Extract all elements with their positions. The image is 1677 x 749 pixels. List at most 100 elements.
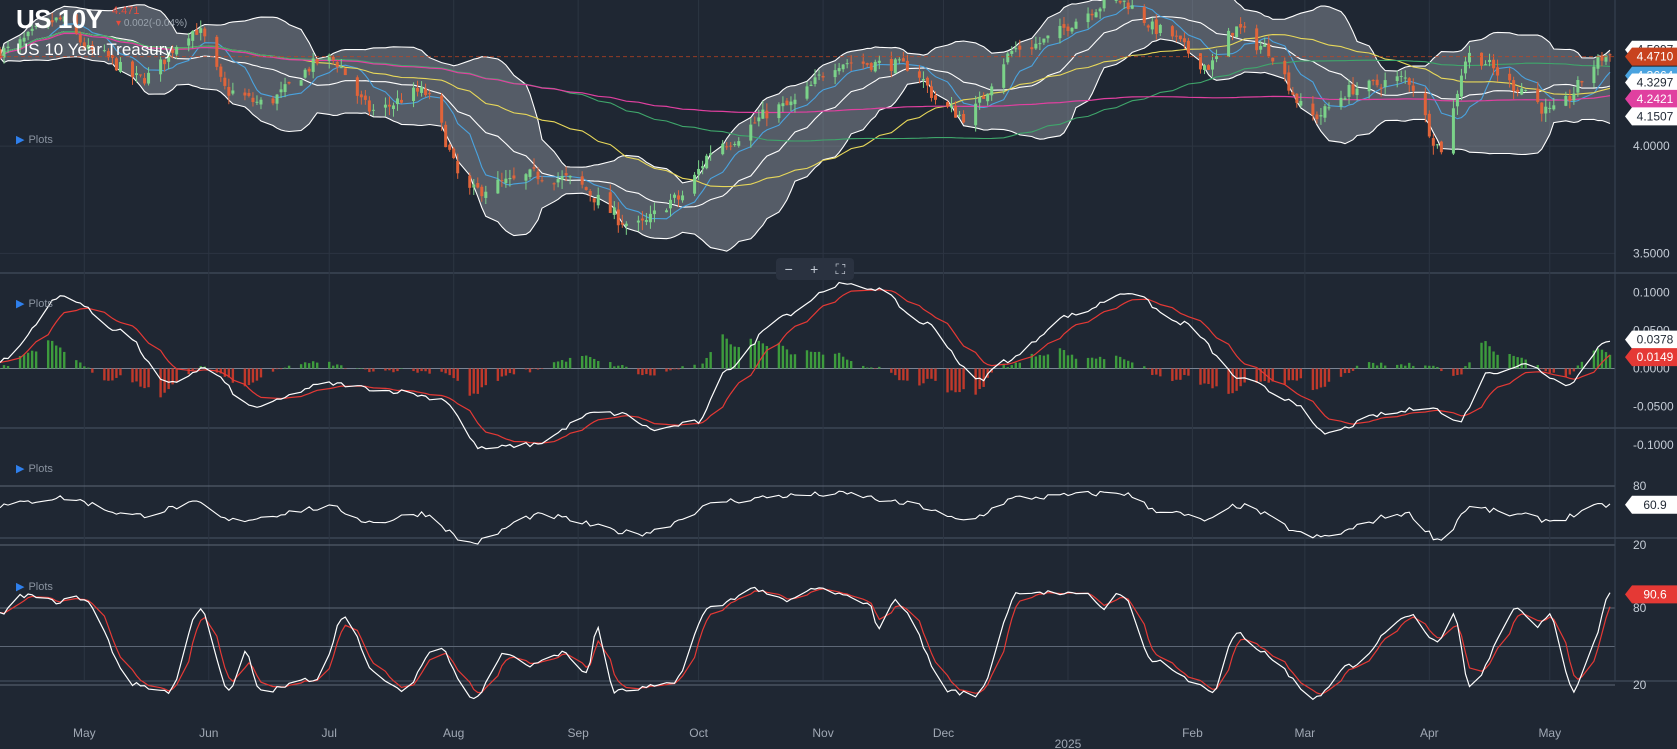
candle-body xyxy=(1158,24,1162,34)
candle-body xyxy=(1355,88,1359,96)
macd-bar xyxy=(1311,368,1315,391)
macd-bar xyxy=(568,357,572,369)
macd-bar xyxy=(496,368,500,381)
macd-bar xyxy=(1267,368,1270,383)
candle-body xyxy=(143,78,147,84)
macd-bar xyxy=(287,365,291,369)
candle-body xyxy=(82,42,86,49)
candle-body xyxy=(1548,107,1552,109)
candle-body xyxy=(905,60,909,71)
macd-bar xyxy=(524,368,528,370)
y-tick-label: 20 xyxy=(1633,538,1647,552)
bollinger-lower-line xyxy=(0,38,1611,252)
plots-toggle-macd[interactable]: ▶ Plots xyxy=(16,297,53,310)
candle-body xyxy=(673,194,677,198)
macd-bar xyxy=(1271,368,1274,382)
zoom-out-button[interactable]: − xyxy=(784,261,793,277)
candle-body xyxy=(74,14,78,34)
macd-bar xyxy=(1175,368,1178,380)
macd-bar xyxy=(420,368,423,372)
candle-body xyxy=(1512,80,1516,92)
macd-bar xyxy=(1496,354,1499,369)
candle-body xyxy=(921,79,925,81)
candle-body xyxy=(753,122,757,124)
plots-toggle-stoch[interactable]: ▶ Plots xyxy=(16,580,53,593)
macd-bar xyxy=(1460,368,1463,375)
candle-body xyxy=(1170,26,1174,37)
candle-body xyxy=(556,179,560,183)
macd-bar xyxy=(556,361,560,369)
chart-background xyxy=(0,272,1677,682)
candle-body xyxy=(664,210,668,213)
macd-bar xyxy=(115,368,118,378)
candle-body xyxy=(279,89,283,93)
macd-bar xyxy=(79,362,82,369)
candle-body xyxy=(709,153,713,155)
macd-bar xyxy=(1283,368,1286,385)
macd-bar xyxy=(1548,368,1551,373)
macd-bar xyxy=(315,362,319,369)
bollinger-mid-line xyxy=(0,15,1611,208)
plots-toggle-rsi[interactable]: ▶ Plots xyxy=(16,462,53,475)
candle-body xyxy=(1315,114,1319,120)
macd-bar xyxy=(328,361,331,369)
y-tick-label: 0.1000 xyxy=(1633,285,1670,299)
price-marker-bg xyxy=(1625,107,1677,126)
candle-body xyxy=(584,187,588,190)
candle-body xyxy=(1467,52,1471,63)
candle-body xyxy=(231,90,235,94)
macd-bar xyxy=(930,368,933,379)
macd-bar xyxy=(584,355,588,369)
candle-body xyxy=(616,209,620,226)
macd-bar xyxy=(1508,354,1511,369)
macd-bar xyxy=(588,357,592,369)
candle-body xyxy=(620,222,624,225)
candle-body xyxy=(299,80,303,86)
macd-bar xyxy=(1058,348,1062,369)
macd-bar xyxy=(697,368,700,369)
fit-screen-icon[interactable]: ⛶ xyxy=(835,260,846,277)
macd-bar xyxy=(1235,368,1238,391)
candle-body xyxy=(954,105,958,118)
macd-bar xyxy=(1408,362,1411,369)
macd-bar xyxy=(870,367,873,369)
candle-body xyxy=(877,60,881,63)
macd-bar xyxy=(0,368,2,369)
candle-body xyxy=(1608,54,1612,56)
sma-blue-line xyxy=(0,5,1611,220)
macd-bar xyxy=(1183,368,1186,375)
candle-body xyxy=(1367,80,1371,92)
candle-body xyxy=(18,39,22,49)
macd-bar xyxy=(111,368,114,381)
macd-bar xyxy=(1351,368,1355,371)
candle-body xyxy=(1038,43,1042,45)
macd-bar xyxy=(255,368,259,381)
macd-bar xyxy=(1323,368,1327,387)
macd-bar xyxy=(1436,366,1439,369)
macd-bar xyxy=(59,347,62,369)
macd-bar xyxy=(701,363,704,369)
macd-bar xyxy=(1143,366,1146,369)
macd-bar xyxy=(356,368,359,369)
candle-body xyxy=(363,95,367,100)
candle-body xyxy=(596,194,600,206)
macd-bar xyxy=(1227,368,1230,394)
candle-body xyxy=(757,117,761,122)
plots-toggle-main[interactable]: ▶ Plots xyxy=(16,133,53,146)
macd-bar xyxy=(6,365,10,369)
macd-bar xyxy=(785,349,789,369)
macd-line xyxy=(0,281,1611,450)
macd-bar xyxy=(649,368,652,376)
candle-body xyxy=(130,61,134,78)
macd-bar xyxy=(1014,362,1017,369)
candle-body xyxy=(1351,84,1355,95)
candle-body xyxy=(568,175,572,178)
candle-body xyxy=(1451,108,1455,154)
macd-bar xyxy=(898,368,901,381)
candle-body xyxy=(1540,102,1544,114)
candle-body xyxy=(1492,59,1496,69)
macd-bar xyxy=(91,368,94,373)
macd-bar xyxy=(456,368,459,381)
zoom-in-button[interactable]: + xyxy=(810,261,819,277)
